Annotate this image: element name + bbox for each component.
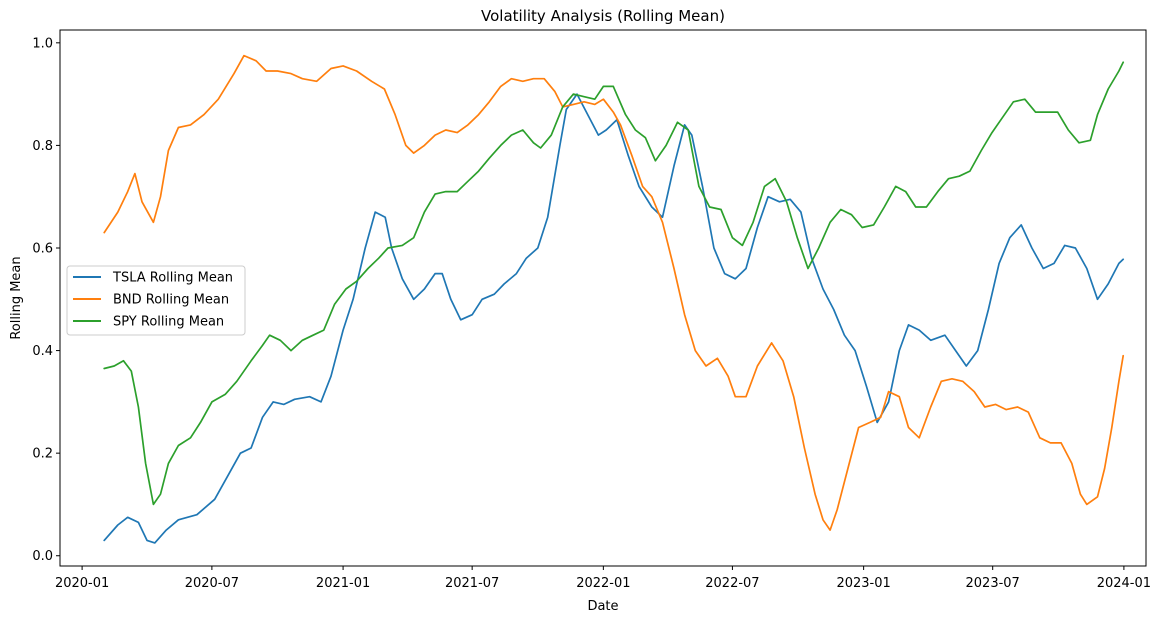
y-tick-label-0: 0.0 [32, 549, 53, 564]
legend-label-0: TSLA Rolling Mean [112, 271, 233, 286]
x-tick-label-3: 2021-07 [445, 576, 499, 591]
y-tick-label-2: 0.4 [32, 344, 53, 359]
legend: TSLA Rolling Mean BND Rolling Mean SPY Rol… [66, 265, 246, 336]
y-tick-label-4: 0.8 [32, 139, 53, 154]
series-line-2 [103, 61, 1125, 506]
x-tick-label-8: 2024-01 [1097, 576, 1151, 591]
legend-label-2: SPY Rolling Mean [113, 315, 224, 330]
x-tick-label-6: 2023-01 [836, 576, 890, 591]
y-tick-label-5: 1.0 [32, 36, 53, 51]
y-axis-title: Rolling Mean [9, 256, 24, 339]
y-axis: 0.0 0.2 0.4 0.6 0.8 1.0 [32, 36, 60, 564]
legend-label-1: BND Rolling Mean [113, 293, 229, 308]
x-axis: 2020-01 2020-07 2021-01 2021-07 2022-01 2022-… [55, 566, 1151, 591]
series-layer [103, 54, 1125, 544]
x-tick-label-5: 2022-07 [705, 576, 759, 591]
chart-title: Volatility Analysis (Rolling Mean) [481, 7, 725, 25]
series-line-0 [103, 93, 1125, 544]
x-tick-label-7: 2023-07 [966, 576, 1020, 591]
legend-box [66, 265, 246, 336]
x-tick-label-4: 2022-01 [576, 576, 630, 591]
x-tick-label-2: 2021-01 [316, 576, 370, 591]
x-axis-title: Date [587, 599, 618, 614]
x-tick-label-1: 2020-07 [185, 576, 239, 591]
series-line-1 [103, 54, 1125, 531]
y-tick-label-1: 0.2 [32, 447, 53, 462]
x-tick-label-0: 2020-01 [55, 576, 109, 591]
y-tick-label-3: 0.6 [32, 241, 53, 256]
